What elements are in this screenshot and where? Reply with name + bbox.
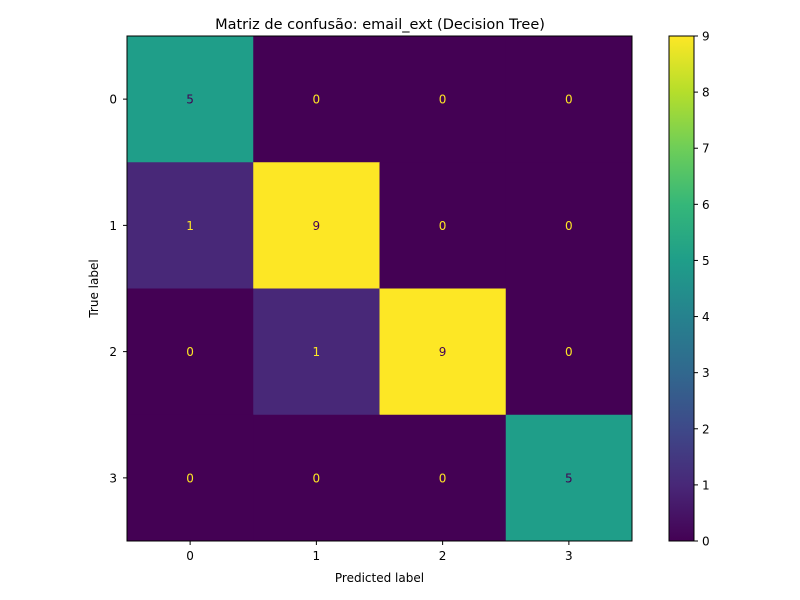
cell-value-label: 0 — [565, 93, 573, 107]
colorbar-tick-label: 2 — [702, 422, 710, 436]
heatmap-cell — [253, 288, 380, 416]
heatmap-cell — [253, 36, 380, 163]
x-tick-label: 1 — [313, 549, 321, 563]
y-tick-label: 2 — [109, 345, 117, 359]
cell-value-label: 0 — [313, 93, 321, 107]
heatmap-cell — [379, 36, 507, 163]
y-axis-label: True label — [87, 259, 101, 318]
x-axis-label: Predicted label — [335, 571, 424, 585]
cell-value-label: 9 — [439, 345, 447, 359]
cell-value-label: 0 — [313, 471, 321, 485]
cell-value-label: 0 — [439, 93, 447, 107]
cell-value-label: 0 — [439, 219, 447, 233]
heatmap-cell — [379, 288, 507, 416]
cell-value-label: 0 — [439, 471, 447, 485]
heatmap-cell — [379, 414, 507, 542]
heatmap-cell — [253, 414, 380, 542]
x-tick-label: 2 — [439, 549, 447, 563]
heatmap-cell — [379, 162, 507, 289]
cell-value-label: 0 — [565, 345, 573, 359]
cell-value-label: 1 — [186, 219, 194, 233]
colorbar-tick-label: 8 — [702, 86, 710, 100]
heatmap-cell — [127, 162, 254, 289]
colorbar-tick-label: 9 — [702, 30, 710, 44]
colorbar-tick-label: 1 — [702, 478, 710, 492]
colorbar-tick-label: 7 — [702, 142, 710, 156]
x-axis: 0 1 2 3 — [186, 541, 573, 563]
colorbar-tick-label: 3 — [702, 366, 710, 380]
cell-value-label: 5 — [186, 93, 194, 107]
y-tick-label: 3 — [109, 471, 117, 485]
cell-value-label: 0 — [565, 219, 573, 233]
cell-value-label: 5 — [565, 471, 573, 485]
cell-value-label: 9 — [313, 219, 321, 233]
y-axis: 0 1 2 3 — [109, 93, 127, 485]
cell-value-label: 0 — [186, 471, 194, 485]
chart-title: Matriz de confusão: email_ext (Decision … — [215, 17, 545, 33]
x-tick-label: 3 — [565, 549, 573, 563]
x-tick-label: 0 — [186, 549, 194, 563]
cell-value-label: 1 — [313, 345, 321, 359]
heatmap-cell — [505, 162, 633, 289]
colorbar — [668, 35, 695, 542]
colorbar-tick-label: 6 — [702, 198, 710, 212]
heatmap-cell — [127, 36, 254, 163]
plot-frame — [126, 35, 633, 542]
heatmap-cell — [505, 36, 633, 163]
colorbar-tick-label: 5 — [702, 254, 710, 268]
heatmap-cell — [253, 162, 380, 289]
heatmap-cell — [127, 414, 254, 542]
cell-value-label: 0 — [186, 345, 194, 359]
heatmap-cell — [127, 288, 254, 416]
y-tick-label: 1 — [109, 219, 117, 233]
colorbar-ticks: 0 1 2 3 4 5 6 7 8 9 — [694, 30, 710, 549]
heatmap-cell — [505, 288, 633, 416]
colorbar-tick-label: 0 — [702, 535, 710, 549]
colorbar-tick-label: 4 — [702, 310, 710, 324]
y-tick-label: 0 — [109, 93, 117, 107]
heatmap-cell — [505, 414, 633, 542]
heatmap-cells: 5 0 0 0 1 9 0 0 0 1 9 0 0 0 0 5 — [127, 36, 633, 542]
